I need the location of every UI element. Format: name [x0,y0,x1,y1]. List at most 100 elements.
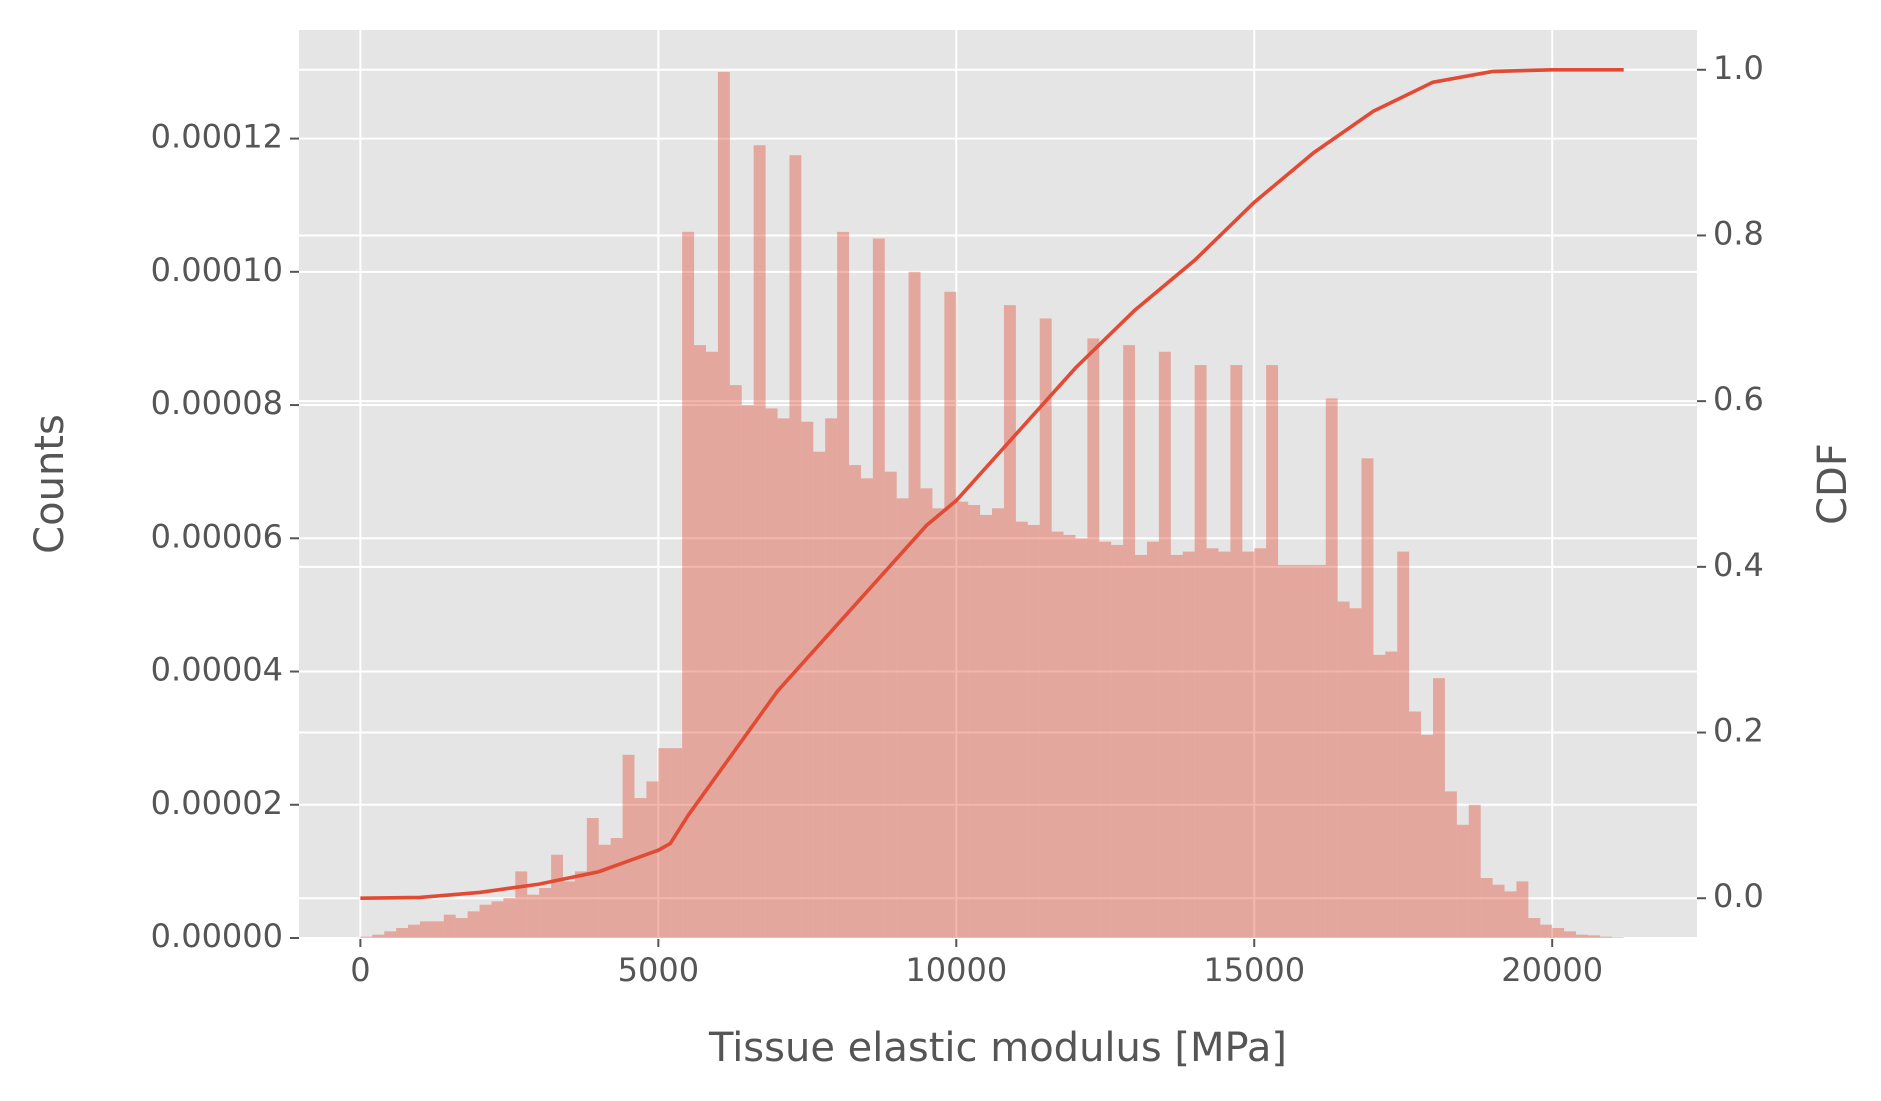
y-tick-label: 0.00004 [151,651,283,689]
histogram-bar [574,871,587,938]
histogram-bar [753,145,766,938]
histogram-bar [1540,924,1553,938]
histogram-bar [1301,564,1314,938]
x-tick-label: 10000 [905,951,1007,989]
histogram-bar [1218,551,1231,938]
histogram-bar [765,408,778,938]
histogram-bar [586,818,599,938]
histogram-bar [1552,928,1565,938]
histogram-bar [1433,678,1445,938]
histogram-bar [515,871,528,938]
histogram-bar [1421,734,1434,938]
histogram-bar [908,271,921,938]
histogram-bar [1206,548,1219,938]
histogram-bar [741,405,754,938]
histogram-bar [1182,551,1195,938]
histogram-bar [539,888,552,938]
histogram-bar [1087,338,1100,939]
histogram-bar [825,418,838,939]
histogram-bar [1051,531,1064,938]
histogram-bar [1337,601,1350,938]
plot-background [299,30,1697,938]
histogram-bar [1444,791,1457,938]
histogram-bar [1504,891,1517,938]
histogram-bar [1230,365,1243,939]
histogram-bar [1576,934,1588,938]
y-tick-label: 0.00002 [151,784,283,822]
histogram-bar [479,904,492,938]
histogram-bar [1242,551,1255,938]
histogram-bar [717,71,730,939]
x-tick-label: 15000 [1203,951,1305,989]
histogram-bar [1564,931,1577,938]
histogram-bar [1480,878,1493,938]
cdf-line [360,67,1624,901]
histogram-bar [551,854,563,938]
histogram-bar [1373,654,1386,938]
histogram-bar [1158,351,1171,938]
x-axis-label: Tissue elastic modulus [MPa] [708,1025,1287,1071]
y-tick-label: 0.00006 [151,517,283,555]
histogram-bar [658,748,671,938]
histogram-bar [1313,564,1326,938]
histogram-bar [956,501,969,938]
histogram-bar [860,478,873,938]
histogram-bar [1492,884,1505,938]
histogram-bar [789,155,802,938]
histogram-bar [396,928,409,938]
histogram-bar [443,914,456,938]
histogram-bar [503,898,516,938]
y2-tick-label: 0.8 [1713,214,1764,252]
x-tick-label: 20000 [1501,951,1603,989]
histogram-bar [992,508,1004,938]
histogram-bar [1111,544,1124,938]
histogram-bar [1611,937,1624,938]
histogram-bar [920,488,933,938]
histogram-bar [1194,365,1207,939]
histogram-bar [1099,541,1112,938]
histogram-bar [634,798,647,938]
histogram-bar [1599,936,1612,938]
histogram-bar [884,471,897,938]
histogram-bar [455,918,468,938]
histogram-bar [1397,551,1410,938]
histogram-bar [1039,318,1052,939]
histogram-bar [813,451,826,938]
histogram-bar [419,921,432,938]
y-axis-label: Counts [27,414,73,554]
histogram-bar [1254,548,1267,938]
histogram-bar [1528,918,1541,938]
histogram-bar [729,385,742,938]
y-tick-label: 0.00008 [151,384,283,422]
histogram-bar [896,498,909,938]
y2-tick-label: 0.6 [1713,380,1764,418]
histogram-bar [932,508,945,938]
histogram-bar [1170,554,1183,938]
histogram-bar [1325,398,1338,938]
histogram-bar [1361,458,1374,938]
histogram-bar [598,844,611,938]
histogram-bar [1278,564,1290,938]
histogram-bar [1456,824,1469,938]
histogram-bar [610,838,623,938]
histogram-bar [1349,608,1362,938]
y2-tick-label: 0.4 [1713,546,1764,584]
histogram-bar [384,931,397,938]
y2-tick-label: 0.2 [1713,712,1764,750]
x-tick-label: 5000 [618,951,699,989]
histogram-bar [408,924,420,938]
histogram-bar [1587,935,1600,938]
histogram-bar [1289,564,1302,938]
histogram-bar [980,514,993,938]
histogram-bar [1146,541,1159,938]
histogram-bar [682,231,695,938]
histogram-bar [801,421,814,938]
histogram-bar [360,936,373,938]
histogram-bar [562,881,575,938]
histogram-bar [1075,538,1088,938]
histogram-bar [622,754,635,938]
x-tick-label: 0 [350,951,370,989]
y-tick-label: 0.00010 [151,251,283,289]
histogram-bar [944,291,957,939]
